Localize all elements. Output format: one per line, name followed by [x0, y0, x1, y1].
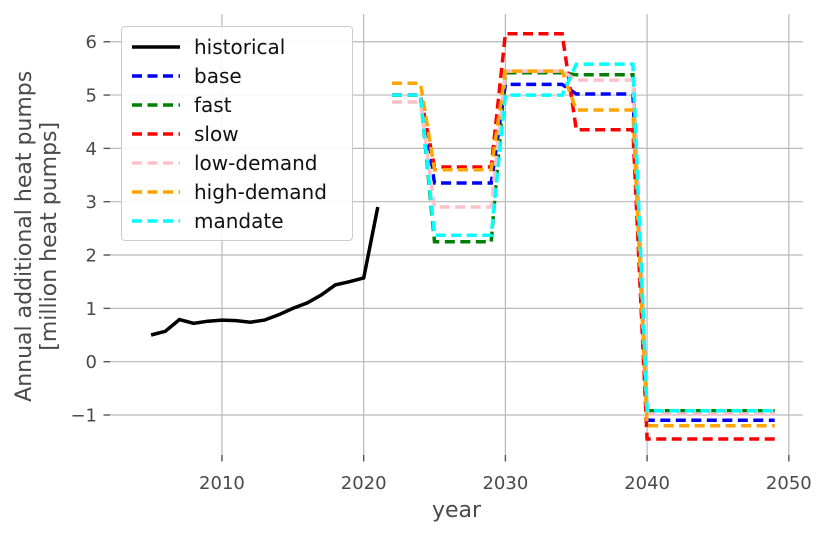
y-tick-label-5: 5: [86, 86, 97, 107]
series-line-high-demand: [392, 69, 775, 428]
legend-line-sample-low-demand: [132, 160, 180, 165]
y-axis-label-line2: [million heat pumps]: [37, 121, 63, 351]
y-axis-label: Annual additional heat pumps [million he…: [12, 16, 63, 457]
y-tick-labels: −1 0 1 2 3 4 5 6: [70, 32, 97, 426]
series-line-historical: [150, 206, 380, 337]
y-tick-label-3: 3: [86, 192, 97, 213]
legend-label-low-demand: low-demand: [194, 150, 318, 175]
series-line-fast: [392, 70, 775, 413]
x-tick-labels: 2010 2020 2030 2040 2050: [199, 473, 812, 494]
legend-item-low-demand: low-demand: [132, 148, 342, 177]
legend-label-mandate: mandate: [194, 208, 284, 233]
x-axis-label: year: [431, 498, 482, 523]
legend-label-base: base: [194, 63, 242, 88]
legend-label-high-demand: high-demand: [194, 179, 327, 204]
legend: historical base fast slow low-demand high-dem…: [121, 26, 353, 241]
legend-line-sample-historical: [132, 44, 180, 49]
legend-item-base: base: [132, 61, 342, 90]
y-tick-label-1: 1: [86, 299, 97, 320]
series-line-mandate: [392, 62, 775, 413]
legend-label-historical: historical: [194, 34, 286, 59]
y-axis-label-line1: Annual additional heat pumps: [12, 70, 38, 402]
legend-line-sample-high-demand: [132, 189, 180, 194]
legend-item-historical: historical: [132, 32, 342, 61]
legend-item-fast: fast: [132, 90, 342, 119]
legend-item-high-demand: high-demand: [132, 177, 342, 206]
x-tick-label-2010: 2010: [199, 473, 245, 494]
x-tick-label-2020: 2020: [341, 473, 387, 494]
legend-line-sample-fast: [132, 102, 180, 107]
series-lines: [150, 31, 775, 441]
y-tick-label-4: 4: [86, 139, 97, 160]
x-tick-label-2040: 2040: [624, 473, 670, 494]
series-line-base: [392, 82, 775, 423]
y-tick-label-2: 2: [86, 246, 97, 267]
tick-marks: [103, 41, 790, 462]
legend-item-slow: slow: [132, 119, 342, 148]
y-tick-label-6: 6: [86, 32, 97, 53]
x-tick-label-2030: 2030: [482, 473, 528, 494]
legend-line-sample-slow: [132, 131, 180, 136]
y-tick-label-−1: −1: [70, 406, 97, 427]
legend-line-sample-mandate: [132, 218, 180, 223]
legend-line-sample-base: [132, 73, 180, 78]
x-tick-label-2050: 2050: [766, 473, 812, 494]
series-line-slow: [392, 31, 775, 441]
y-tick-label-0: 0: [86, 352, 97, 373]
legend-label-fast: fast: [194, 92, 232, 117]
legend-item-mandate: mandate: [132, 206, 342, 235]
legend-label-slow: slow: [194, 121, 239, 146]
